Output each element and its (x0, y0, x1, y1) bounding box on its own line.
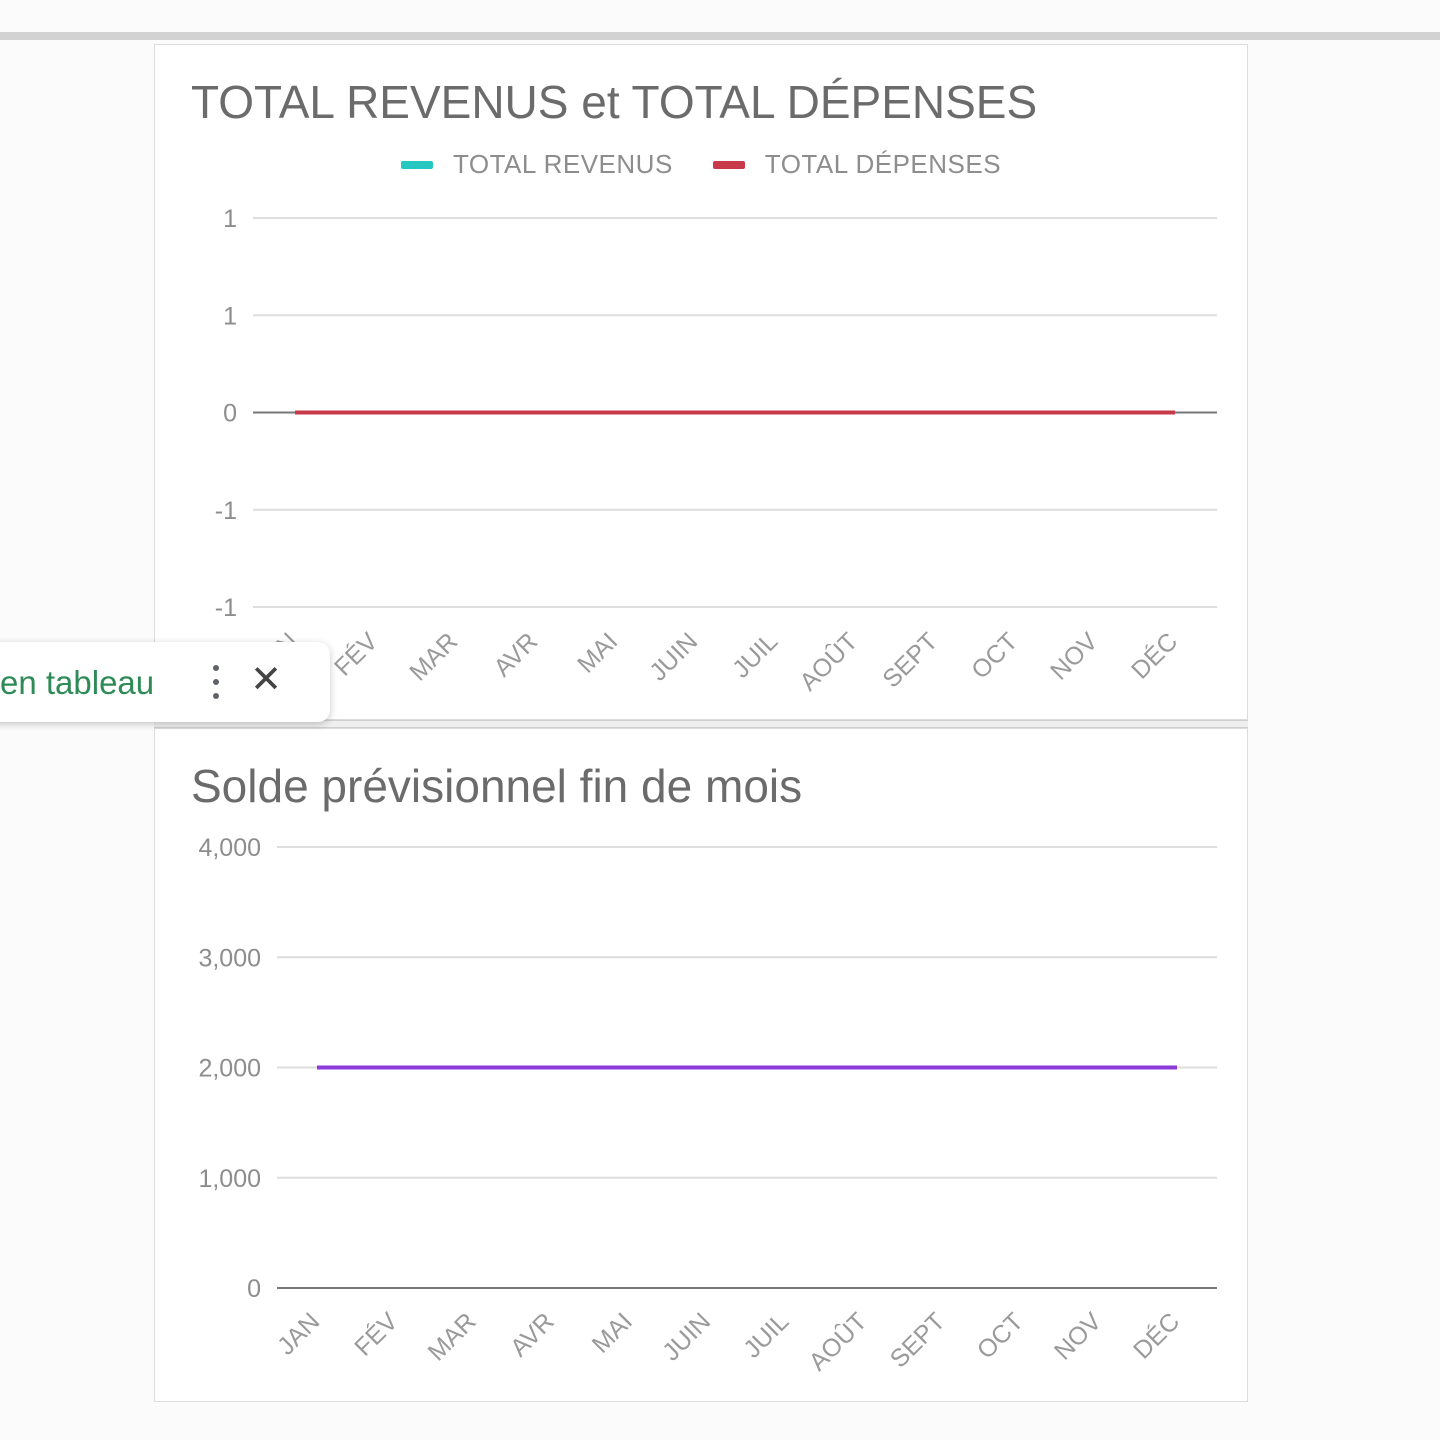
x-tick-label: FÉV (349, 1307, 404, 1362)
legend-label: TOTAL DÉPENSES (764, 149, 1002, 179)
chart-title: TOTAL REVENUS et TOTAL DÉPENSES (191, 76, 1038, 128)
legend-swatch-revenus (400, 160, 433, 169)
x-tick-label: MAI (587, 1307, 638, 1358)
x-tick-label: DÉC (1127, 1307, 1185, 1365)
x-tick-label: JUIN (644, 627, 703, 686)
x-tick-label: MAR (404, 627, 463, 686)
panel-divider (154, 720, 1248, 728)
y-tick-label: 4,000 (198, 834, 261, 862)
x-tick-label: AVR (488, 627, 543, 682)
x-tick-label: SEPT (877, 627, 943, 693)
y-tick-label: 0 (223, 400, 237, 428)
chart-floating-toolbar: en tableau ✕ (0, 642, 330, 722)
top-divider (0, 32, 1440, 40)
y-tick-label: -1 (215, 594, 237, 622)
legend-item-depenses[interactable]: TOTAL DÉPENSES (712, 149, 1002, 180)
x-tick-label: AVR (505, 1307, 560, 1362)
y-tick-label: 1,000 (198, 1165, 261, 1193)
x-tick-label: MAI (572, 627, 623, 678)
revenus-depenses-chart[interactable]: TOTAL REVENUS et TOTAL DÉPENSES TOTAL RE… (154, 44, 1248, 720)
close-icon[interactable]: ✕ (250, 659, 282, 701)
x-tick-label: NOV (1045, 627, 1103, 685)
chart-legend: TOTAL REVENUS TOTAL DÉPENSES (155, 149, 1247, 180)
more-vert-icon[interactable] (206, 660, 226, 704)
y-tick-label: 1 (223, 205, 237, 233)
y-tick-label: 3,000 (198, 944, 261, 972)
solde-previsionnel-chart[interactable]: Solde prévisionnel fin de mois 4,000 3,00… (154, 728, 1248, 1402)
x-tick-label: JUIN (657, 1307, 716, 1366)
chart-title: Solde prévisionnel fin de mois (191, 760, 803, 812)
legend-label: TOTAL REVENUS (452, 149, 673, 179)
x-tick-label: JAN (272, 1307, 325, 1360)
x-tick-label: MAR (423, 1307, 482, 1366)
x-tick-label: OCT (966, 627, 1023, 684)
plot-area: 110-1-1JANFÉVMARAVRMAIJUINJUILAOÛTSEPTOC… (215, 205, 1217, 697)
y-tick-label: 1 (223, 302, 237, 330)
x-tick-label: JUIL (738, 1307, 794, 1363)
x-tick-label: SEPT (885, 1307, 951, 1373)
plot-area: 4,000 3,000 2,000 1,000 0 JAN FÉV MAR AVR MAI JUIN… (198, 834, 1217, 1377)
toolbar-label-button[interactable]: en tableau (0, 664, 155, 701)
x-tick-label: AOÛT (794, 627, 864, 697)
x-tick-label: AOÛT (803, 1307, 873, 1377)
x-tick-label: OCT (972, 1307, 1029, 1364)
x-tick-label: JUIL (727, 627, 783, 683)
y-tick-label: -1 (215, 497, 237, 525)
legend-swatch-depenses (712, 160, 745, 169)
legend-item-revenus[interactable]: TOTAL REVENUS (400, 149, 673, 180)
y-tick-label: 0 (247, 1275, 261, 1303)
x-tick-label: DÉC (1125, 627, 1183, 685)
y-tick-label: 2,000 (198, 1055, 261, 1083)
x-tick-label: FÉV (328, 627, 383, 682)
x-tick-label: NOV (1049, 1307, 1107, 1365)
